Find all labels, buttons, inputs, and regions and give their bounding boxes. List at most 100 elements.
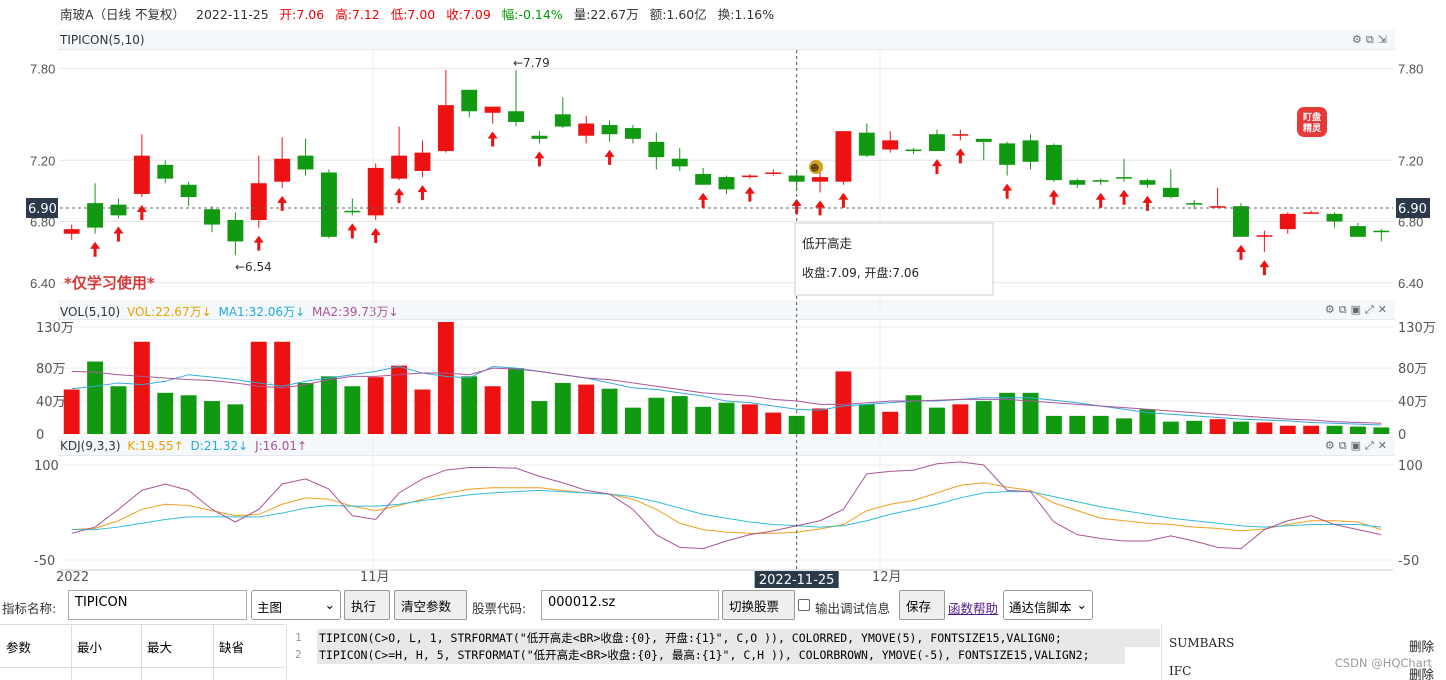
debug-label[interactable]: 输出调试信息 bbox=[815, 601, 891, 616]
volume-bar bbox=[367, 377, 384, 434]
save-button[interactable]: 保存 bbox=[899, 590, 945, 620]
function-list: SUMBARS 删除 IFC 删除 bbox=[1163, 624, 1446, 680]
candle-body bbox=[929, 134, 945, 152]
price-tag-left bbox=[26, 198, 58, 218]
quote-amount: 额:1.60亿 bbox=[649, 7, 707, 22]
volume-bar bbox=[882, 411, 899, 434]
quote-change: 幅:-0.14% bbox=[501, 7, 563, 22]
indicator-name-input[interactable]: TIPICON bbox=[68, 590, 247, 620]
script-type-select[interactable]: 通达信脚本 ⌄ bbox=[1003, 590, 1093, 620]
candle-body bbox=[741, 175, 758, 178]
candle-body bbox=[1256, 235, 1273, 237]
candle-body bbox=[835, 131, 852, 182]
candle-body bbox=[157, 164, 174, 179]
chevron-down-icon: ⌄ bbox=[324, 597, 335, 612]
vol-panel-title: VOL(5,10) bbox=[60, 305, 121, 319]
settings-icon[interactable]: ⚙ bbox=[1324, 439, 1339, 452]
kdj-tick-left: -50 bbox=[34, 554, 55, 569]
candle-body bbox=[882, 140, 899, 150]
quote-close: 收:7.09 bbox=[446, 7, 491, 22]
stock-code-input[interactable]: 000012.sz bbox=[541, 590, 719, 620]
param-header-max: 最大 bbox=[147, 640, 173, 655]
vol-tick-right: 80万 bbox=[1398, 362, 1428, 377]
chevron-down-icon: ⌄ bbox=[1076, 597, 1087, 612]
close-icon[interactable]: ✕ bbox=[1377, 303, 1391, 316]
function-help-link[interactable]: 函数帮助 bbox=[948, 601, 999, 616]
quote-volume: 量:22.67万 bbox=[573, 7, 639, 22]
tooltip-title: 低开高走 bbox=[802, 236, 853, 251]
volume-bar bbox=[437, 322, 454, 434]
minimize-icon[interactable]: ▣ bbox=[1350, 439, 1365, 452]
volume-bar bbox=[1116, 418, 1133, 434]
volume-bar bbox=[625, 407, 641, 434]
delete-button[interactable]: 删除 bbox=[1408, 639, 1434, 654]
volume-bar bbox=[133, 341, 150, 434]
vol-panel-title-group: VOL(5,10) VOL:22.67万↓ MA1:32.06万↓ MA2:39… bbox=[60, 303, 402, 320]
candle-body bbox=[250, 183, 267, 220]
up-arrow-icon bbox=[744, 186, 755, 202]
candle-body bbox=[1092, 180, 1109, 182]
close-icon[interactable]: ✕ bbox=[1377, 439, 1391, 452]
volume-bar bbox=[250, 341, 267, 434]
up-arrow-icon bbox=[277, 195, 288, 211]
kdj-j-line bbox=[71, 461, 1382, 550]
candle-body bbox=[999, 143, 1016, 165]
stock-name: 南玻A（日线 不复权） bbox=[60, 7, 186, 22]
candle-body bbox=[952, 134, 969, 136]
x-label: 2022 bbox=[56, 570, 89, 585]
chart-type-select[interactable]: 主图 ⌄ bbox=[251, 590, 341, 620]
volume-bar bbox=[1022, 392, 1039, 434]
candle-body bbox=[391, 155, 408, 179]
tooltip-box bbox=[794, 222, 994, 296]
debug-checkbox[interactable] bbox=[798, 599, 810, 611]
maximize-icon[interactable]: ⤢ bbox=[1364, 439, 1378, 452]
minimize-icon[interactable]: ▣ bbox=[1350, 303, 1365, 316]
up-arrow-icon bbox=[370, 227, 381, 243]
volume-bar bbox=[1349, 426, 1366, 434]
quote-open: 开:7.06 bbox=[279, 7, 325, 22]
delete-button[interactable]: 删除 bbox=[1408, 667, 1434, 680]
candle-body bbox=[695, 174, 712, 185]
candle-body bbox=[1233, 206, 1249, 237]
candle-body bbox=[1186, 203, 1203, 205]
candle-body bbox=[414, 152, 431, 171]
up-arrow-icon bbox=[1235, 244, 1246, 260]
export-icon[interactable]: ⇲ bbox=[1377, 33, 1391, 46]
script-editor[interactable]: 1 2 TIPICON(C>O, L, 1, STRFORMAT("低开高走<B… bbox=[286, 624, 1162, 680]
candle-body bbox=[63, 229, 80, 234]
candle-body bbox=[274, 158, 291, 182]
switch-stock-button[interactable]: 切换股票 bbox=[722, 590, 795, 620]
candle-body bbox=[437, 105, 454, 152]
vol-tick-left: 0 bbox=[36, 428, 44, 443]
code-line-2[interactable]: TIPICON(C>=H, H, 5, STRFORMAT("低开高走<BR>收… bbox=[317, 646, 1125, 664]
table-divider bbox=[213, 625, 214, 680]
candle-body bbox=[1373, 230, 1390, 233]
kline-chart[interactable]: 7.80 7.80 7.20 7.20 6.80 6.80 6.40 6.40 ☻ ←7.79 ←6… bbox=[0, 0, 1446, 590]
maximize-icon[interactable]: ⤢ bbox=[1364, 303, 1378, 316]
candle-body bbox=[1045, 144, 1062, 181]
kdj-tick-right: 100 bbox=[1398, 459, 1423, 474]
y-tick-right: 6.40 bbox=[1398, 276, 1423, 291]
function-name: SUMBARS bbox=[1169, 636, 1235, 650]
copy-icon[interactable]: ⧉ bbox=[1365, 33, 1378, 46]
volume-bar bbox=[1139, 409, 1156, 434]
settings-icon[interactable]: ⚙ bbox=[1352, 33, 1366, 46]
volume-bar bbox=[1373, 427, 1390, 434]
clear-params-button[interactable]: 清空参数 bbox=[394, 590, 467, 620]
price-tag-left-text: 6.90 bbox=[28, 202, 57, 217]
volume-bar bbox=[391, 365, 408, 434]
settings-icon[interactable]: ⚙ bbox=[1324, 303, 1339, 316]
candle-body bbox=[227, 219, 244, 242]
quote-high: 高:7.12 bbox=[335, 7, 380, 22]
code-line-1[interactable]: TIPICON(C>O, L, 1, STRFORMAT("低开高走<BR>收盘… bbox=[317, 629, 1160, 647]
run-button[interactable]: 执行 bbox=[344, 590, 390, 620]
kdj-panel-titlebar: KDJ(9,3,3) K:19.55↑ D:21.32↓ J:16.01↑ ⚙⧉… bbox=[58, 436, 1395, 456]
table-divider bbox=[0, 667, 285, 668]
copy-icon[interactable]: ⧉ bbox=[1338, 303, 1351, 316]
volume-bar bbox=[1303, 425, 1320, 434]
kdj-k-line bbox=[71, 482, 1382, 534]
copy-icon[interactable]: ⧉ bbox=[1338, 439, 1351, 452]
candle-body bbox=[905, 149, 922, 152]
volume-bar bbox=[1162, 421, 1179, 434]
